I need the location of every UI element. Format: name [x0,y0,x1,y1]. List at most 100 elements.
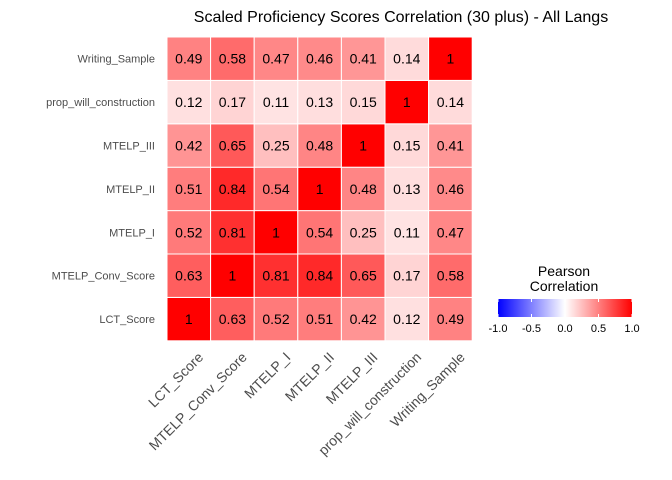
heatmap-cell [297,36,342,81]
heatmap-cell [384,79,430,125]
cell-value-label: 0.47 [437,224,464,240]
cell-value-label: 0.63 [219,311,246,327]
cell-value-label: 0.52 [262,311,289,327]
cell-value-label: 0.14 [437,94,464,110]
cell-value-label: 0.41 [437,138,464,154]
x-axis-labels: LCT_ScoreMTELP_Conv_ScoreMTELP_IMTELP_II… [145,349,468,458]
cell-value-label: 0.42 [350,311,377,327]
cell-value-label: 0.47 [262,51,289,67]
cell-value-label: 0.81 [262,268,289,284]
cell-value-label: 1 [272,224,280,240]
heatmap-cell [166,79,212,125]
cell-value-label: 0.54 [306,224,333,240]
cell-value-label: 0.15 [393,138,420,154]
heatmap-cell [210,296,255,342]
cell-value-label: 0.65 [219,138,246,154]
y-axis-labels: LCT_Score MTELP_Conv_Score MTELP_I MTELP_II… [46,54,155,326]
heatmap-cell [384,210,430,255]
heatmap-cell [340,36,386,81]
cell-value-label: 0.84 [219,181,246,197]
legend: Pearson Correlation -1.0 -0.5 0.0 0.5 1.0 [489,263,640,335]
legend-title-line2: Correlation [530,278,598,294]
heatmap-cell [340,210,386,255]
cell-value-label: 0.48 [306,138,333,154]
cell-value-label: 0.13 [306,94,333,110]
cell-value-label: 0.13 [393,181,420,197]
cell-value-label: 0.52 [175,224,202,240]
cell-value-label: 0.46 [437,181,464,197]
heatmap-cell [166,296,212,342]
chart-title: Scaled Proficiency Scores Correlation (3… [194,9,608,26]
heatmap-cell [253,79,299,125]
legend-tick-label: -1.0 [489,323,508,335]
cell-value-label: 0.46 [306,51,333,67]
y-tick-label: prop_will_construction [46,97,155,109]
cell-value-label: 0.51 [306,311,333,327]
cell-value-label: 0.81 [219,224,246,240]
heatmap-cell [253,210,299,255]
legend-ticks: -1.0 -0.5 0.0 0.5 1.0 [489,299,640,335]
cell-value-label: 0.14 [393,51,420,67]
heatmap-cell [384,36,430,81]
legend-tick-label: 0.5 [591,323,606,335]
heatmap-cell [384,253,430,298]
heatmap-cell [428,123,473,168]
cell-value-label: 0.11 [263,94,289,110]
heatmap-cell [166,123,212,168]
y-tick-label: LCT_Score [99,314,155,326]
y-tick-label: Writing_Sample [78,54,155,66]
cell-value-label: 0.49 [175,51,202,67]
cell-value-label: 0.51 [175,181,202,197]
legend-title-line1: Pearson [538,263,590,279]
heatmap-cell [384,296,430,342]
y-tick-label: MTELP_II [106,184,155,196]
heatmap-cell [428,210,473,255]
y-tick-label: MTELP_Conv_Score [52,271,155,283]
heatmap-cell [166,36,212,81]
heatmap-cell [428,79,473,125]
heatmap-cell [297,210,342,255]
legend-colorbar [498,299,632,317]
cell-value-label: 1 [403,94,411,110]
cell-value-label: 0.48 [350,181,377,197]
cell-value-label: 0.17 [219,94,246,110]
cell-value-label: 0.58 [437,268,464,284]
heatmap-cell [384,166,430,212]
cell-value-label: 0.12 [393,311,420,327]
heatmap-cell [210,253,255,298]
heatmap-cells: 1 0.63 0.52 0.51 0.42 0.12 0.49 0.63 1 0.81 0.84 0.… [166,36,473,342]
legend-tick-label: 0.0 [557,323,572,335]
legend-tick-label: -0.5 [522,323,541,335]
cell-value-label: 0.58 [219,51,246,67]
heatmap-cell [166,253,212,298]
cell-value-label: 0.25 [262,138,289,154]
cell-value-label: 0.12 [175,94,202,110]
heatmap-cell [428,296,473,342]
cell-value-label: 0.25 [350,224,377,240]
cell-value-label: 0.84 [306,268,333,284]
cell-value-label: 0.41 [350,51,377,67]
cell-value-label: 0.49 [437,311,464,327]
cell-value-label: 0.15 [350,94,377,110]
heatmap-cell [340,296,386,342]
legend-tick-label: 1.0 [624,323,639,335]
heatmap-cell [210,166,255,212]
heatmap-cell [428,166,473,212]
heatmap-cell [253,253,299,298]
cell-value-label: 0.63 [175,268,202,284]
heatmap-cell [384,123,430,168]
heatmap-cell [428,36,473,81]
cell-value-label: 0.42 [175,138,202,154]
cell-value-label: 1 [229,268,237,284]
y-tick-label: MTELP_III [103,141,155,153]
heatmap-cell [253,36,299,81]
cell-value-label: 1 [359,138,367,154]
cell-value-label: 0.54 [262,181,289,197]
cell-value-label: 0.65 [350,268,377,284]
y-tick-label: MTELP_I [109,227,155,239]
cell-value-label: 1 [185,311,193,327]
cell-value-label: 0.17 [393,268,420,284]
heatmap-cell [340,253,386,298]
cell-value-label: 1 [447,51,455,67]
